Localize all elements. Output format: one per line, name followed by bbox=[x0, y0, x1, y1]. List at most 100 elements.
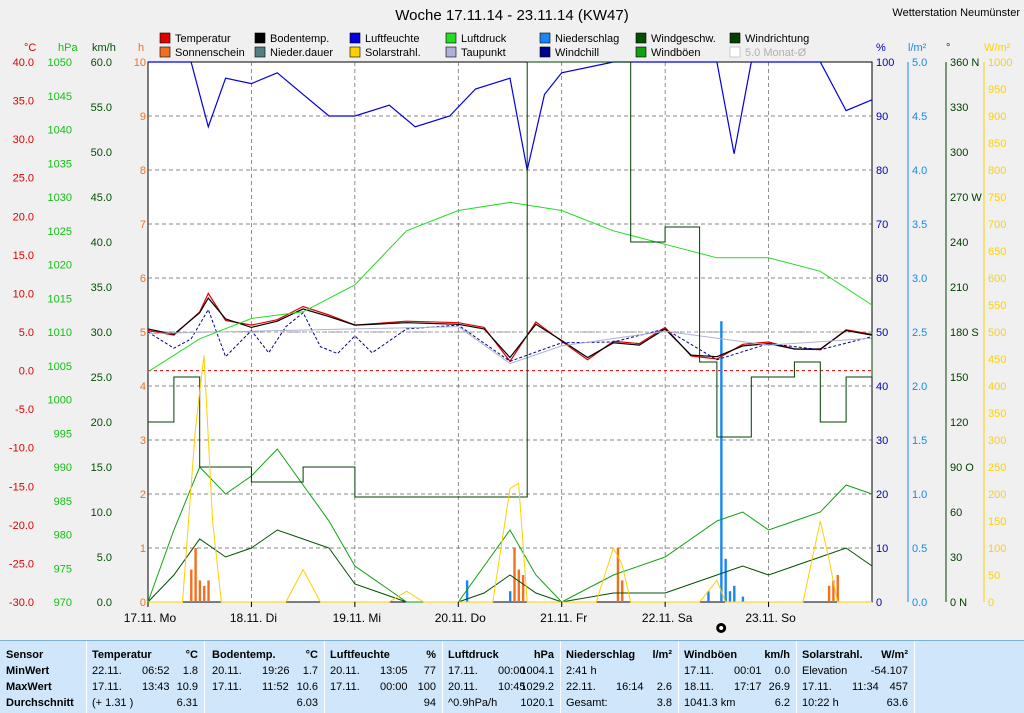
stats-min-luftdruck: 17.11. 00:00 1004.1 bbox=[442, 663, 560, 679]
stats-header-windboeen-cell-0: Windböen bbox=[684, 649, 738, 661]
axis-tick-hum: 30 bbox=[876, 435, 888, 447]
legend-swatch-monat bbox=[729, 46, 741, 58]
axis-tick-solar: 600 bbox=[988, 273, 1006, 285]
stats-avg-label: Durchschnitt bbox=[6, 697, 74, 709]
stats-max-luftfeuchte-cell-2: 100 bbox=[417, 681, 436, 693]
axis-unit-sun: h bbox=[138, 42, 144, 54]
axis-tick-press: 1040 bbox=[48, 125, 72, 137]
axis-unit-hum: % bbox=[876, 42, 886, 54]
axis-tick-dir: 300 bbox=[950, 147, 968, 159]
axis-tick-wind: 40.0 bbox=[91, 237, 112, 249]
axis-tick-temp: 15.0 bbox=[13, 250, 34, 262]
stats-min-bodentemp-cell-2: 1.7 bbox=[302, 665, 318, 677]
axis-tick-sun: 2 bbox=[140, 489, 146, 501]
stats-max-niederschlag-cell-0: 22.11. bbox=[566, 681, 596, 693]
stats-max-luftfeuchte-cell-0: 17.11. bbox=[330, 681, 360, 693]
bar-sonnenschein bbox=[190, 569, 193, 602]
axis-tick-sun: 9 bbox=[140, 111, 146, 123]
axis-tick-hum: 60 bbox=[876, 273, 888, 285]
legend-label-windboeen: Windböen bbox=[651, 47, 701, 59]
axis-tick-rain: 2.0 bbox=[912, 381, 927, 393]
axis-tick-sun: 6 bbox=[140, 273, 146, 285]
stats-label-column: Sensor MinWert MaxWert Durchschnitt bbox=[0, 641, 87, 713]
stats-max-solarstrahl: 17.11. 11:34 457 bbox=[796, 679, 914, 695]
stats-min-luftfeuchte-cell-0: 20.11. bbox=[330, 665, 360, 677]
stats-max-luftdruck-cell-2: 1029.2 bbox=[520, 681, 554, 693]
stats-max-luftfeuchte: 17.11. 00:00 100 bbox=[324, 679, 442, 695]
axis-tick-dir: 90 O bbox=[950, 462, 974, 474]
bar-sonnenschein bbox=[827, 585, 831, 602]
stats-min-solarstrahl-cell-2: -54.107 bbox=[870, 665, 908, 677]
stats-avg-niederschlag-cell-0: Gesamt: bbox=[566, 697, 608, 709]
stats-max-niederschlag: 22.11. 16:14 2.6 bbox=[560, 679, 678, 695]
stats-header-luftfeuchte-cell-0: Luftfeuchte bbox=[330, 649, 390, 661]
stats-max-luftfeuchte-cell-1: 00:00 bbox=[380, 681, 408, 693]
series-line-windrichtung bbox=[148, 61, 873, 498]
axis-tick-wind: 0.0 bbox=[97, 597, 112, 609]
axis-tick-solar: 400 bbox=[988, 381, 1006, 393]
axis-unit-wind: km/h bbox=[92, 42, 116, 54]
stats-min-temperatur: 22.11. 06:52 1.8 bbox=[86, 663, 204, 679]
axis-tick-dir: 0 N bbox=[950, 597, 967, 609]
legend-swatch-luftfeuchte bbox=[349, 32, 361, 44]
bar-niederschlag bbox=[707, 591, 710, 602]
axis-tick-dir: 360 N bbox=[950, 57, 979, 69]
stats-min-luftdruck-cell-1: 00:00 bbox=[498, 665, 526, 677]
x-label-day: 20.11. Do bbox=[435, 611, 486, 625]
axis-tick-press: 990 bbox=[54, 462, 72, 474]
bar-sonnenschein bbox=[194, 548, 197, 602]
stats-header-temperatur: Temperatur °C bbox=[86, 647, 204, 663]
axis-unit-temp: °C bbox=[24, 42, 36, 54]
stats-avg-luftdruck-cell-2: 1020.1 bbox=[520, 697, 554, 709]
bar-sonnenschein bbox=[207, 580, 210, 602]
stats-max-solarstrahl-cell-2: 457 bbox=[889, 681, 908, 693]
stats-max-bodentemp-cell-0: 17.11. bbox=[212, 681, 242, 693]
stats-column-solarstrahl: Solarstrahl. W/m² Elevation -54.107 17.11. 11… bbox=[796, 641, 915, 713]
stats-avg-bodentemp-cell-2: 6.03 bbox=[296, 697, 318, 709]
axis-tick-solar: 1000 bbox=[988, 57, 1012, 69]
axis-tick-press: 1005 bbox=[48, 361, 72, 373]
legend: Temperatur Sonnenschein Bodentemp. Nieder.d… bbox=[159, 32, 809, 59]
stats-column-windboeen: Windböen km/h 17.11. 00:01 0.0 18.11. 17:17 26.… bbox=[678, 641, 797, 713]
legend-swatch-windrichtung bbox=[729, 32, 741, 44]
axis-tick-dir: 120 bbox=[950, 417, 968, 429]
stats-min-solarstrahl-cell-0: Elevation bbox=[802, 665, 848, 677]
bar-sonnenschein bbox=[521, 575, 525, 602]
stats-min-bodentemp: 20.11. 19:26 1.7 bbox=[206, 663, 324, 679]
stats-avg-luftdruck: ^0.9hPa/h 1020.1 bbox=[442, 695, 560, 711]
stats-max-luftdruck-cell-1: 10:45 bbox=[498, 681, 526, 693]
axis-tick-press: 1025 bbox=[48, 226, 72, 238]
bar-niederschlag bbox=[728, 591, 732, 602]
legend-swatch-niederschlag bbox=[539, 32, 551, 44]
axis-tick-temp: -30.0 bbox=[9, 597, 34, 609]
axis-tick-rain: 2.5 bbox=[912, 327, 927, 339]
axis-tick-hum: 100 bbox=[876, 57, 894, 69]
axis-tick-press: 970 bbox=[54, 597, 72, 609]
axis-tick-hum: 80 bbox=[876, 165, 888, 177]
stats-avg-luftfeuchte-cell-2: 94 bbox=[423, 697, 436, 709]
chart-marks bbox=[147, 61, 873, 603]
bar-niederschlag bbox=[724, 558, 727, 602]
axis-tick-press: 980 bbox=[54, 530, 72, 542]
legend-swatch-windgeschw bbox=[635, 32, 647, 44]
axis-tick-wind: 20.0 bbox=[91, 417, 112, 429]
chart-title: Woche 17.11.14 - 23.11.14 (KW47) bbox=[395, 7, 628, 24]
axis-tick-hum: 90 bbox=[876, 111, 888, 123]
stats-header-niederschlag-cell-0: Niederschlag bbox=[566, 649, 636, 661]
station-name: Wetterstation Neumünster bbox=[892, 7, 1020, 19]
series-line-windgeschw bbox=[147, 529, 873, 603]
stats-avg-niederschlag-cell-2: 3.8 bbox=[656, 697, 672, 709]
axis-tick-hum: 10 bbox=[876, 543, 888, 555]
stats-header-luftdruck: Luftdruck hPa bbox=[442, 647, 560, 663]
weather-chart: Woche 17.11.14 - 23.11.14 (KW47) Wetters… bbox=[8, 7, 1021, 633]
stats-avg-windboeen-cell-0: 1041.3 km bbox=[684, 697, 736, 709]
stats-header-temperatur-cell-2: °C bbox=[185, 649, 198, 661]
axis-unit-dir: ° bbox=[946, 42, 950, 54]
axis-tick-rain: 5.0 bbox=[912, 57, 927, 69]
stats-max-temperatur-cell-2: 10.9 bbox=[176, 681, 198, 693]
bar-sonnenschein bbox=[517, 569, 521, 602]
axis-tick-dir: 270 W bbox=[950, 192, 982, 204]
stats-max-niederschlag-cell-1: 16:14 bbox=[616, 681, 644, 693]
stats-max-bodentemp: 17.11. 11:52 10.6 bbox=[206, 679, 324, 695]
stats-column-luftdruck: Luftdruck hPa 17.11. 00:00 1004.1 20.11. 10:45… bbox=[442, 641, 561, 713]
